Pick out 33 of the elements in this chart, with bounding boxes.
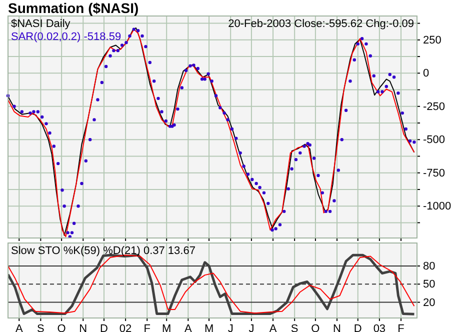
- x-tick-label: F: [398, 322, 405, 332]
- y-tick-label: 250: [423, 34, 442, 46]
- x-tick-label: S: [37, 322, 44, 332]
- x-tick-label: J: [228, 322, 234, 332]
- x-tick-label: 02: [119, 322, 132, 332]
- annotation: $NASI Daily: [11, 18, 71, 30]
- x-tick-label: F: [144, 322, 151, 332]
- x-tick-label: O: [57, 322, 66, 332]
- y-tick-label: 50: [423, 278, 436, 291]
- series-label: SAR(0.02,0.2) -518.59: [11, 31, 122, 43]
- x-tick-label: D: [354, 322, 362, 332]
- y-tick-label: -250: [423, 100, 446, 113]
- x-tick-label: A: [184, 322, 192, 332]
- x-tick-label: N: [333, 322, 342, 332]
- x-tick-label: A: [269, 322, 278, 332]
- y-tick-label: -1000: [423, 200, 452, 213]
- x-tick-label: M: [204, 322, 214, 332]
- x-tick-label: 03: [373, 322, 386, 332]
- x-tick-label: J: [248, 322, 254, 332]
- chart-title: Summation ($NASI): [8, 0, 139, 16]
- x-tick-label: N: [79, 322, 88, 332]
- y-tick-label: -500: [423, 134, 446, 146]
- chart-title: Slow STO %K(59) %D(21) 0.37 13.67: [11, 245, 196, 257]
- y-tick-label: -750: [423, 167, 446, 180]
- annotation: 20-Feb-2003 Close:-595.62 Chg:-0.09: [228, 18, 414, 30]
- x-tick-label: O: [311, 322, 320, 332]
- x-tick-label: D: [100, 322, 108, 332]
- y-tick-label: 80: [423, 260, 436, 273]
- x-tick-label: A: [15, 322, 24, 332]
- y-tick-label: 20: [423, 296, 436, 309]
- x-tick-label: S: [290, 322, 298, 332]
- y-tick-label: 0: [423, 68, 430, 80]
- x-tick-label: M: [162, 322, 172, 332]
